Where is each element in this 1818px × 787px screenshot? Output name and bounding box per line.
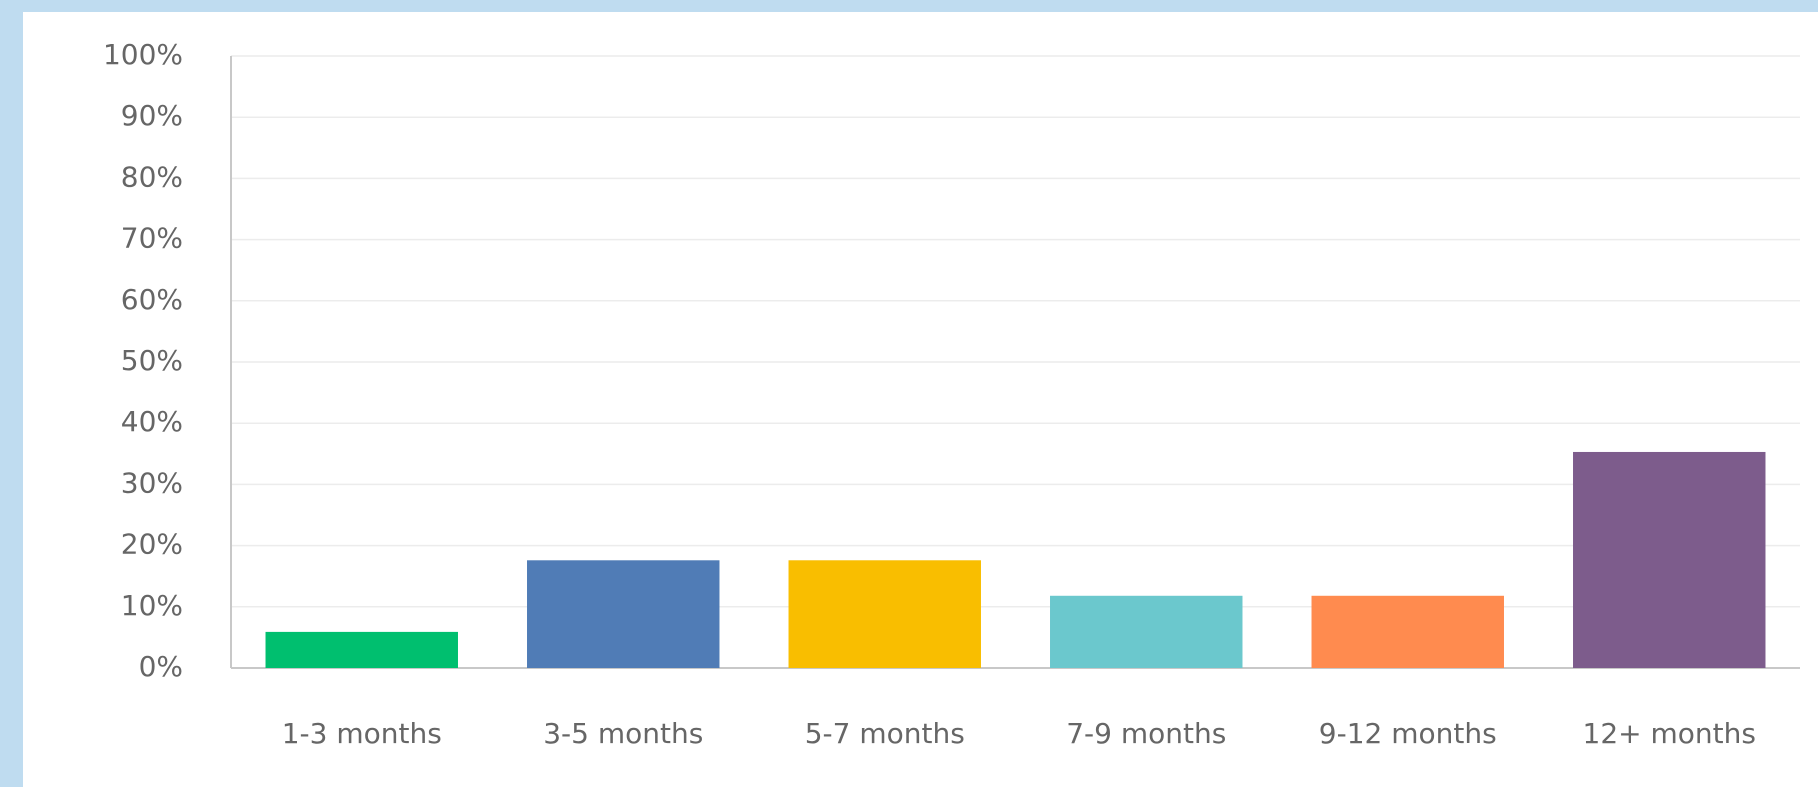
panel <box>23 12 1818 787</box>
x-tick-label: 5-7 months <box>805 717 965 750</box>
y-tick-label: 100% <box>103 38 183 71</box>
x-tick-label: 7-9 months <box>1066 717 1226 750</box>
bar <box>527 560 720 668</box>
bar <box>1311 595 1504 668</box>
x-tick-label: 12+ months <box>1583 717 1756 750</box>
y-tick-label: 80% <box>121 160 183 193</box>
y-tick-label: 60% <box>121 283 183 316</box>
y-tick-label: 70% <box>121 222 183 255</box>
y-tick-label: 10% <box>121 589 183 622</box>
y-tick-label: 20% <box>121 528 183 561</box>
bar <box>1050 595 1243 668</box>
y-tick-label: 90% <box>121 99 183 132</box>
x-tick-label: 9-12 months <box>1319 717 1497 750</box>
x-tick-label: 1-3 months <box>282 717 442 750</box>
y-tick-label: 50% <box>121 344 183 377</box>
bar <box>265 631 458 668</box>
x-tick-label: 3-5 months <box>543 717 703 750</box>
bar <box>788 560 981 668</box>
y-tick-label: 30% <box>121 466 183 499</box>
y-tick-label: 0% <box>139 650 183 683</box>
y-tick-label: 40% <box>121 405 183 438</box>
bar <box>1573 451 1766 668</box>
